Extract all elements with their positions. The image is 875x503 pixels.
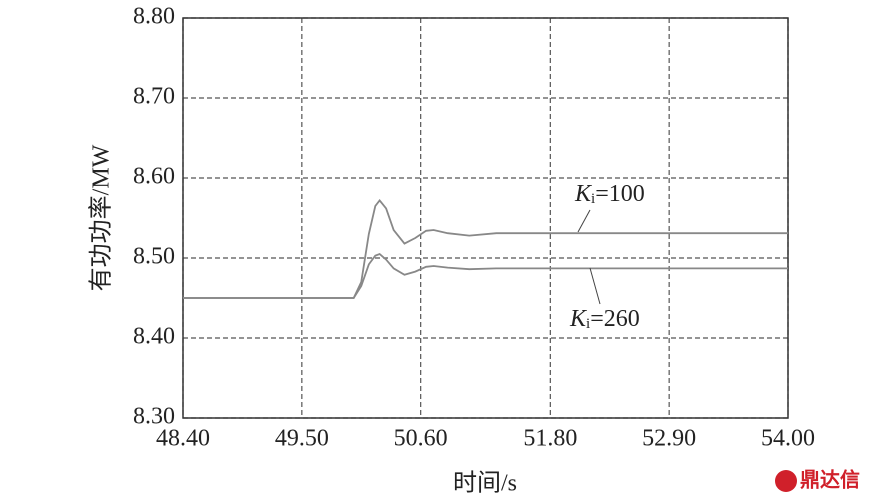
y-tick-label: 8.40 [133,324,175,350]
y-axis-label: 有功功率/MW [88,144,115,291]
x-axis-label: 时间/s [453,470,517,497]
series-label-part: K [569,306,588,332]
leader-line [589,267,601,305]
series-label-part: =260 [590,306,640,332]
plot-frame [182,17,789,419]
x-tick-label: 48.40 [156,426,210,452]
y-tick-label: 8.50 [133,244,175,270]
x-tick-label: 50.60 [394,426,448,452]
watermark-logo [775,470,797,492]
watermark: 鼎达信 [800,468,860,492]
y-tick-label: 8.70 [133,84,175,110]
y-tick-label: 8.60 [133,164,175,190]
series-label: Ki=100 [574,181,645,208]
x-tick-label: 54.00 [761,426,815,452]
series-label-part: i [591,191,595,207]
series-label-part: K [574,181,593,207]
x-tick-label: 52.90 [642,426,696,452]
series-label-part: i [586,316,590,332]
y-tick-label: 8.30 [133,404,175,430]
series-label-part: =100 [595,181,645,207]
line-series [183,252,788,299]
x-tick-label: 51.80 [523,426,577,452]
leader-line [577,209,591,233]
line-series [183,198,788,299]
x-tick-label: 49.50 [275,426,329,452]
y-tick-label: 8.80 [133,4,175,30]
series-label: Ki=260 [569,306,640,333]
